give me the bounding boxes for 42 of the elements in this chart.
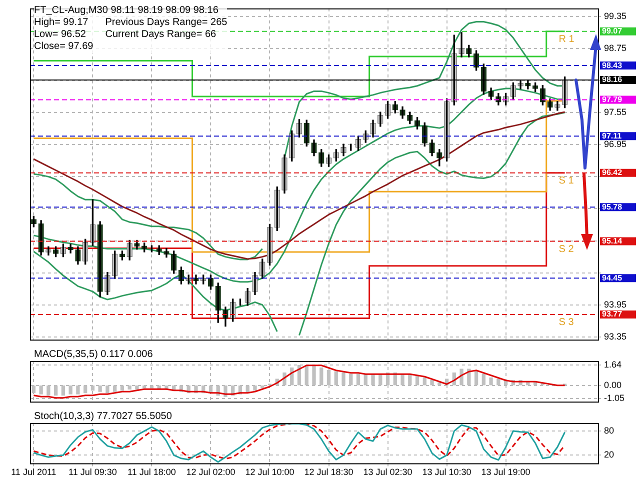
x-tick-label: 11 Jul 09:30 [68,467,117,478]
x-tick-label: 12 Jul 18:30 [304,467,354,478]
annotation: Close= 97.69 [34,41,94,53]
y-tick-label: 99.35 [604,10,627,21]
ref-line-label: 95.14 [602,236,623,246]
x-tick-label: 13 Jul 02:30 [363,467,412,478]
annotation: R 1 [558,34,575,46]
ref-line-label: 93.77 [602,310,623,319]
y-tick-label: 98.75 [604,42,627,53]
chart-title: FT_CL-Aug,M30 98.11 98.19 98.09 98.16 [34,5,220,17]
annotation: Low= 96.52 [34,29,87,41]
y-tick-label: 97.55 [604,107,627,118]
annotation: S 2 [558,244,574,256]
chart-title: Stoch(10,3,3) 77.7027 55.5050 [34,411,172,422]
y-tick-label: 96.95 [604,139,627,150]
ref-line-label: 98.43 [602,60,623,70]
y-tick-label: 93.35 [604,331,627,342]
y-tick-label: 1.64 [604,359,622,370]
ref-line-label: 95.78 [602,202,623,212]
ref-line-label: 98.16 [602,75,623,84]
chart-title: MACD(5,35,5) 0.117 0.006 [34,349,153,360]
x-tick-label: 13 Jul 19:00 [481,467,530,478]
ref-line-label: 97.11 [602,131,622,140]
x-tick-label: 11 Jul 2011 [11,467,56,478]
x-tick-label: 11 Jul 18:00 [128,467,176,478]
y-tick-label: 0.00 [604,380,622,390]
annotation: Previous Days Range= 265 [105,17,228,29]
x-tick-label: 12 Jul 10:00 [245,467,294,478]
y-tick-label: 20 [604,450,614,460]
annotation: Current Days Range= 66 [105,29,218,41]
y-tick-label: 93.95 [604,299,627,310]
ref-line-label: 96.42 [602,168,623,178]
y-tick-label: -1.05 [604,392,625,403]
x-tick-label: 12 Jul 02:00 [186,467,236,478]
annotation: S 1 [558,176,574,187]
annotation: S 3 [558,317,574,328]
ref-line-label: 94.45 [602,273,623,282]
ref-line-label: 99.07 [602,26,623,36]
x-tick-label: 13 Jul 10:30 [422,467,472,478]
ref-line-label: 97.79 [602,94,623,104]
annotation: High= 99.17 [34,17,90,29]
y-tick-label: 80 [604,426,614,436]
